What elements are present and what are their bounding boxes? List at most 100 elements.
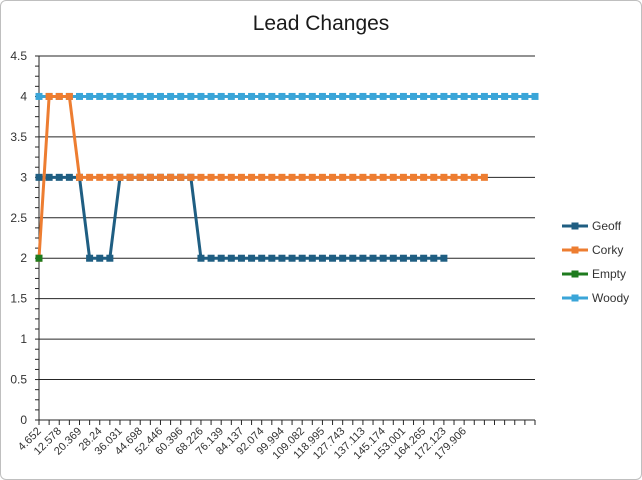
data-point-corky bbox=[237, 173, 245, 181]
data-point-geoff bbox=[86, 254, 94, 262]
data-point-woody bbox=[531, 92, 539, 100]
legend-marker bbox=[571, 246, 579, 254]
data-point-woody bbox=[86, 92, 94, 100]
data-point-geoff bbox=[318, 254, 326, 262]
data-point-geoff bbox=[106, 254, 114, 262]
data-point-geoff bbox=[339, 254, 347, 262]
data-point-geoff bbox=[329, 254, 337, 262]
data-point-woody bbox=[470, 92, 478, 100]
data-point-woody bbox=[278, 92, 286, 100]
data-point-geoff bbox=[237, 254, 245, 262]
data-point-geoff bbox=[420, 254, 428, 262]
legend-marker bbox=[571, 222, 579, 230]
data-point-geoff bbox=[430, 254, 438, 262]
data-point-woody bbox=[501, 92, 509, 100]
data-point-woody bbox=[227, 92, 235, 100]
data-point-woody bbox=[349, 92, 357, 100]
data-point-geoff bbox=[248, 254, 256, 262]
data-point-corky bbox=[268, 173, 276, 181]
data-point-woody bbox=[460, 92, 468, 100]
series-lines bbox=[35, 92, 539, 262]
data-point-woody bbox=[420, 92, 428, 100]
data-point-geoff bbox=[349, 254, 357, 262]
y-tick-label: 3.5 bbox=[10, 130, 27, 144]
y-axis-ticks: 0 0.5 1 1.5 2 2.5 3 3.5 4 4.5 bbox=[10, 49, 27, 427]
data-point-woody bbox=[35, 92, 43, 100]
data-point-geoff bbox=[298, 254, 306, 262]
data-point-woody bbox=[329, 92, 337, 100]
data-point-corky bbox=[106, 173, 114, 181]
data-point-woody bbox=[440, 92, 448, 100]
data-point-corky bbox=[96, 173, 104, 181]
y-tick-label: 2 bbox=[20, 251, 27, 265]
data-point-corky bbox=[167, 173, 175, 181]
data-point-corky bbox=[207, 173, 215, 181]
legend: Geoff Corky Empty Woody bbox=[562, 219, 629, 305]
data-point-corky bbox=[430, 173, 438, 181]
data-point-corky bbox=[379, 173, 387, 181]
data-point-woody bbox=[430, 92, 438, 100]
data-point-woody bbox=[96, 92, 104, 100]
y-tick-label: 1.5 bbox=[10, 292, 27, 306]
data-point-corky bbox=[278, 173, 286, 181]
data-point-corky bbox=[197, 173, 205, 181]
legend-marker bbox=[571, 270, 579, 278]
data-point-woody bbox=[75, 92, 83, 100]
data-point-corky bbox=[55, 92, 63, 100]
y-tick-label: 0 bbox=[20, 413, 27, 427]
data-point-woody bbox=[288, 92, 296, 100]
y-tick-label: 0.5 bbox=[10, 373, 27, 387]
data-point-woody bbox=[116, 92, 124, 100]
data-point-woody bbox=[268, 92, 276, 100]
data-point-corky bbox=[288, 173, 296, 181]
data-point-corky bbox=[440, 173, 448, 181]
data-point-corky bbox=[339, 173, 347, 181]
data-point-woody bbox=[339, 92, 347, 100]
data-point-empty bbox=[35, 254, 43, 262]
data-point-corky bbox=[359, 173, 367, 181]
data-point-woody bbox=[521, 92, 529, 100]
data-point-corky bbox=[450, 173, 458, 181]
data-point-woody bbox=[480, 92, 488, 100]
chart-title: Lead Changes bbox=[252, 12, 390, 35]
data-point-corky bbox=[329, 173, 337, 181]
data-point-geoff bbox=[379, 254, 387, 262]
data-point-woody bbox=[217, 92, 225, 100]
data-point-corky bbox=[349, 173, 357, 181]
data-point-corky bbox=[480, 173, 488, 181]
data-point-corky bbox=[298, 173, 306, 181]
data-point-geoff bbox=[268, 254, 276, 262]
data-point-corky bbox=[116, 173, 124, 181]
data-point-woody bbox=[450, 92, 458, 100]
data-point-corky bbox=[318, 173, 326, 181]
data-point-woody bbox=[187, 92, 195, 100]
legend-marker bbox=[571, 294, 579, 302]
data-point-woody bbox=[491, 92, 499, 100]
data-point-woody bbox=[167, 92, 175, 100]
gridlines bbox=[39, 55, 535, 381]
data-point-geoff bbox=[288, 254, 296, 262]
data-point-woody bbox=[389, 92, 397, 100]
data-point-woody bbox=[399, 92, 407, 100]
data-point-geoff bbox=[278, 254, 286, 262]
data-point-corky bbox=[258, 173, 266, 181]
data-point-woody bbox=[379, 92, 387, 100]
legend-label: Geoff bbox=[592, 219, 622, 233]
y-tick-label: 1 bbox=[20, 332, 27, 346]
data-point-geoff bbox=[359, 254, 367, 262]
data-point-corky bbox=[460, 173, 468, 181]
data-point-woody bbox=[298, 92, 306, 100]
data-point-corky bbox=[146, 173, 154, 181]
data-point-corky bbox=[389, 173, 397, 181]
data-point-woody bbox=[258, 92, 266, 100]
data-point-woody bbox=[248, 92, 256, 100]
data-point-geoff bbox=[197, 254, 205, 262]
data-point-geoff bbox=[217, 254, 225, 262]
data-point-geoff bbox=[389, 254, 397, 262]
data-point-geoff bbox=[399, 254, 407, 262]
data-point-woody bbox=[146, 92, 154, 100]
data-point-corky bbox=[227, 173, 235, 181]
data-point-corky bbox=[86, 173, 94, 181]
data-point-geoff bbox=[45, 173, 53, 181]
data-point-corky bbox=[136, 173, 144, 181]
